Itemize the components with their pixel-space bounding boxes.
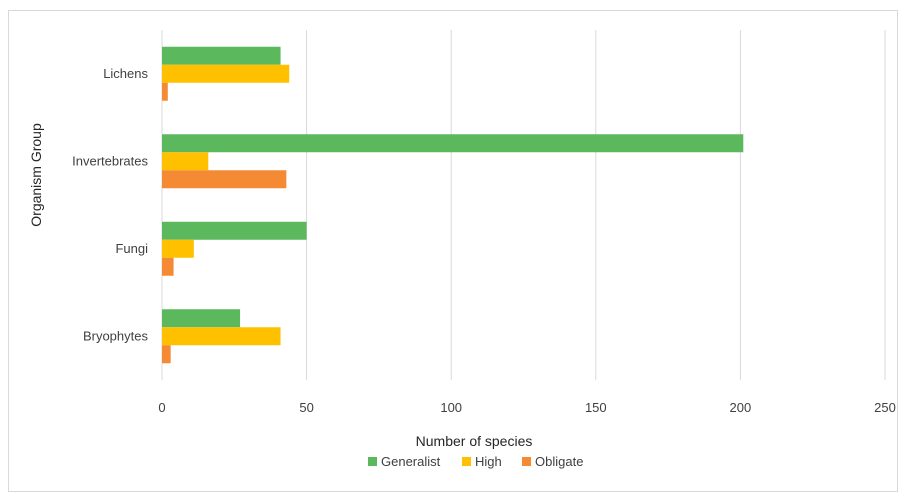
category-labels: Bryophytes Fungi Invertebrates Lichens bbox=[72, 66, 148, 344]
category-label: Fungi bbox=[115, 241, 148, 256]
x-tick-label: 100 bbox=[440, 400, 462, 415]
legend-label-high: High bbox=[475, 454, 502, 469]
bar-generalist-lichens bbox=[162, 46, 281, 65]
legend-label-obligate: Obligate bbox=[535, 454, 583, 469]
x-tick-label: 250 bbox=[874, 400, 896, 415]
bar-high-lichens bbox=[162, 64, 290, 83]
bar-high-bryophytes bbox=[162, 327, 281, 346]
bar-high-invertebrates bbox=[162, 152, 209, 171]
x-tick-label: 50 bbox=[299, 400, 313, 415]
category-label: Bryophytes bbox=[83, 328, 149, 343]
x-tick-labels: 0 50 100 150 200 250 bbox=[158, 400, 895, 415]
bar-generalist-bryophytes bbox=[162, 309, 241, 328]
legend-swatch-obligate bbox=[522, 457, 531, 466]
bar-obligate-fungi bbox=[162, 257, 174, 276]
y-axis-title: Organism Group bbox=[28, 123, 44, 227]
bar-generalist-invertebrates bbox=[162, 134, 744, 153]
legend-swatch-high bbox=[462, 457, 471, 466]
legend: Generalist High Obligate bbox=[368, 454, 583, 469]
x-tick-label: 0 bbox=[158, 400, 165, 415]
bar-obligate-bryophytes bbox=[162, 345, 171, 364]
bars bbox=[162, 46, 744, 364]
bar-obligate-invertebrates bbox=[162, 170, 287, 189]
x-tick-label: 200 bbox=[730, 400, 752, 415]
legend-label-generalist: Generalist bbox=[381, 454, 441, 469]
chart-frame bbox=[8, 10, 898, 492]
x-axis-title: Number of species bbox=[416, 433, 533, 449]
bar-high-fungi bbox=[162, 239, 194, 258]
bar-generalist-fungi bbox=[162, 221, 307, 240]
category-label: Lichens bbox=[103, 66, 148, 81]
category-label: Invertebrates bbox=[72, 153, 148, 168]
legend-swatch-generalist bbox=[368, 457, 377, 466]
x-tick-label: 150 bbox=[585, 400, 607, 415]
bar-obligate-lichens bbox=[162, 82, 168, 101]
